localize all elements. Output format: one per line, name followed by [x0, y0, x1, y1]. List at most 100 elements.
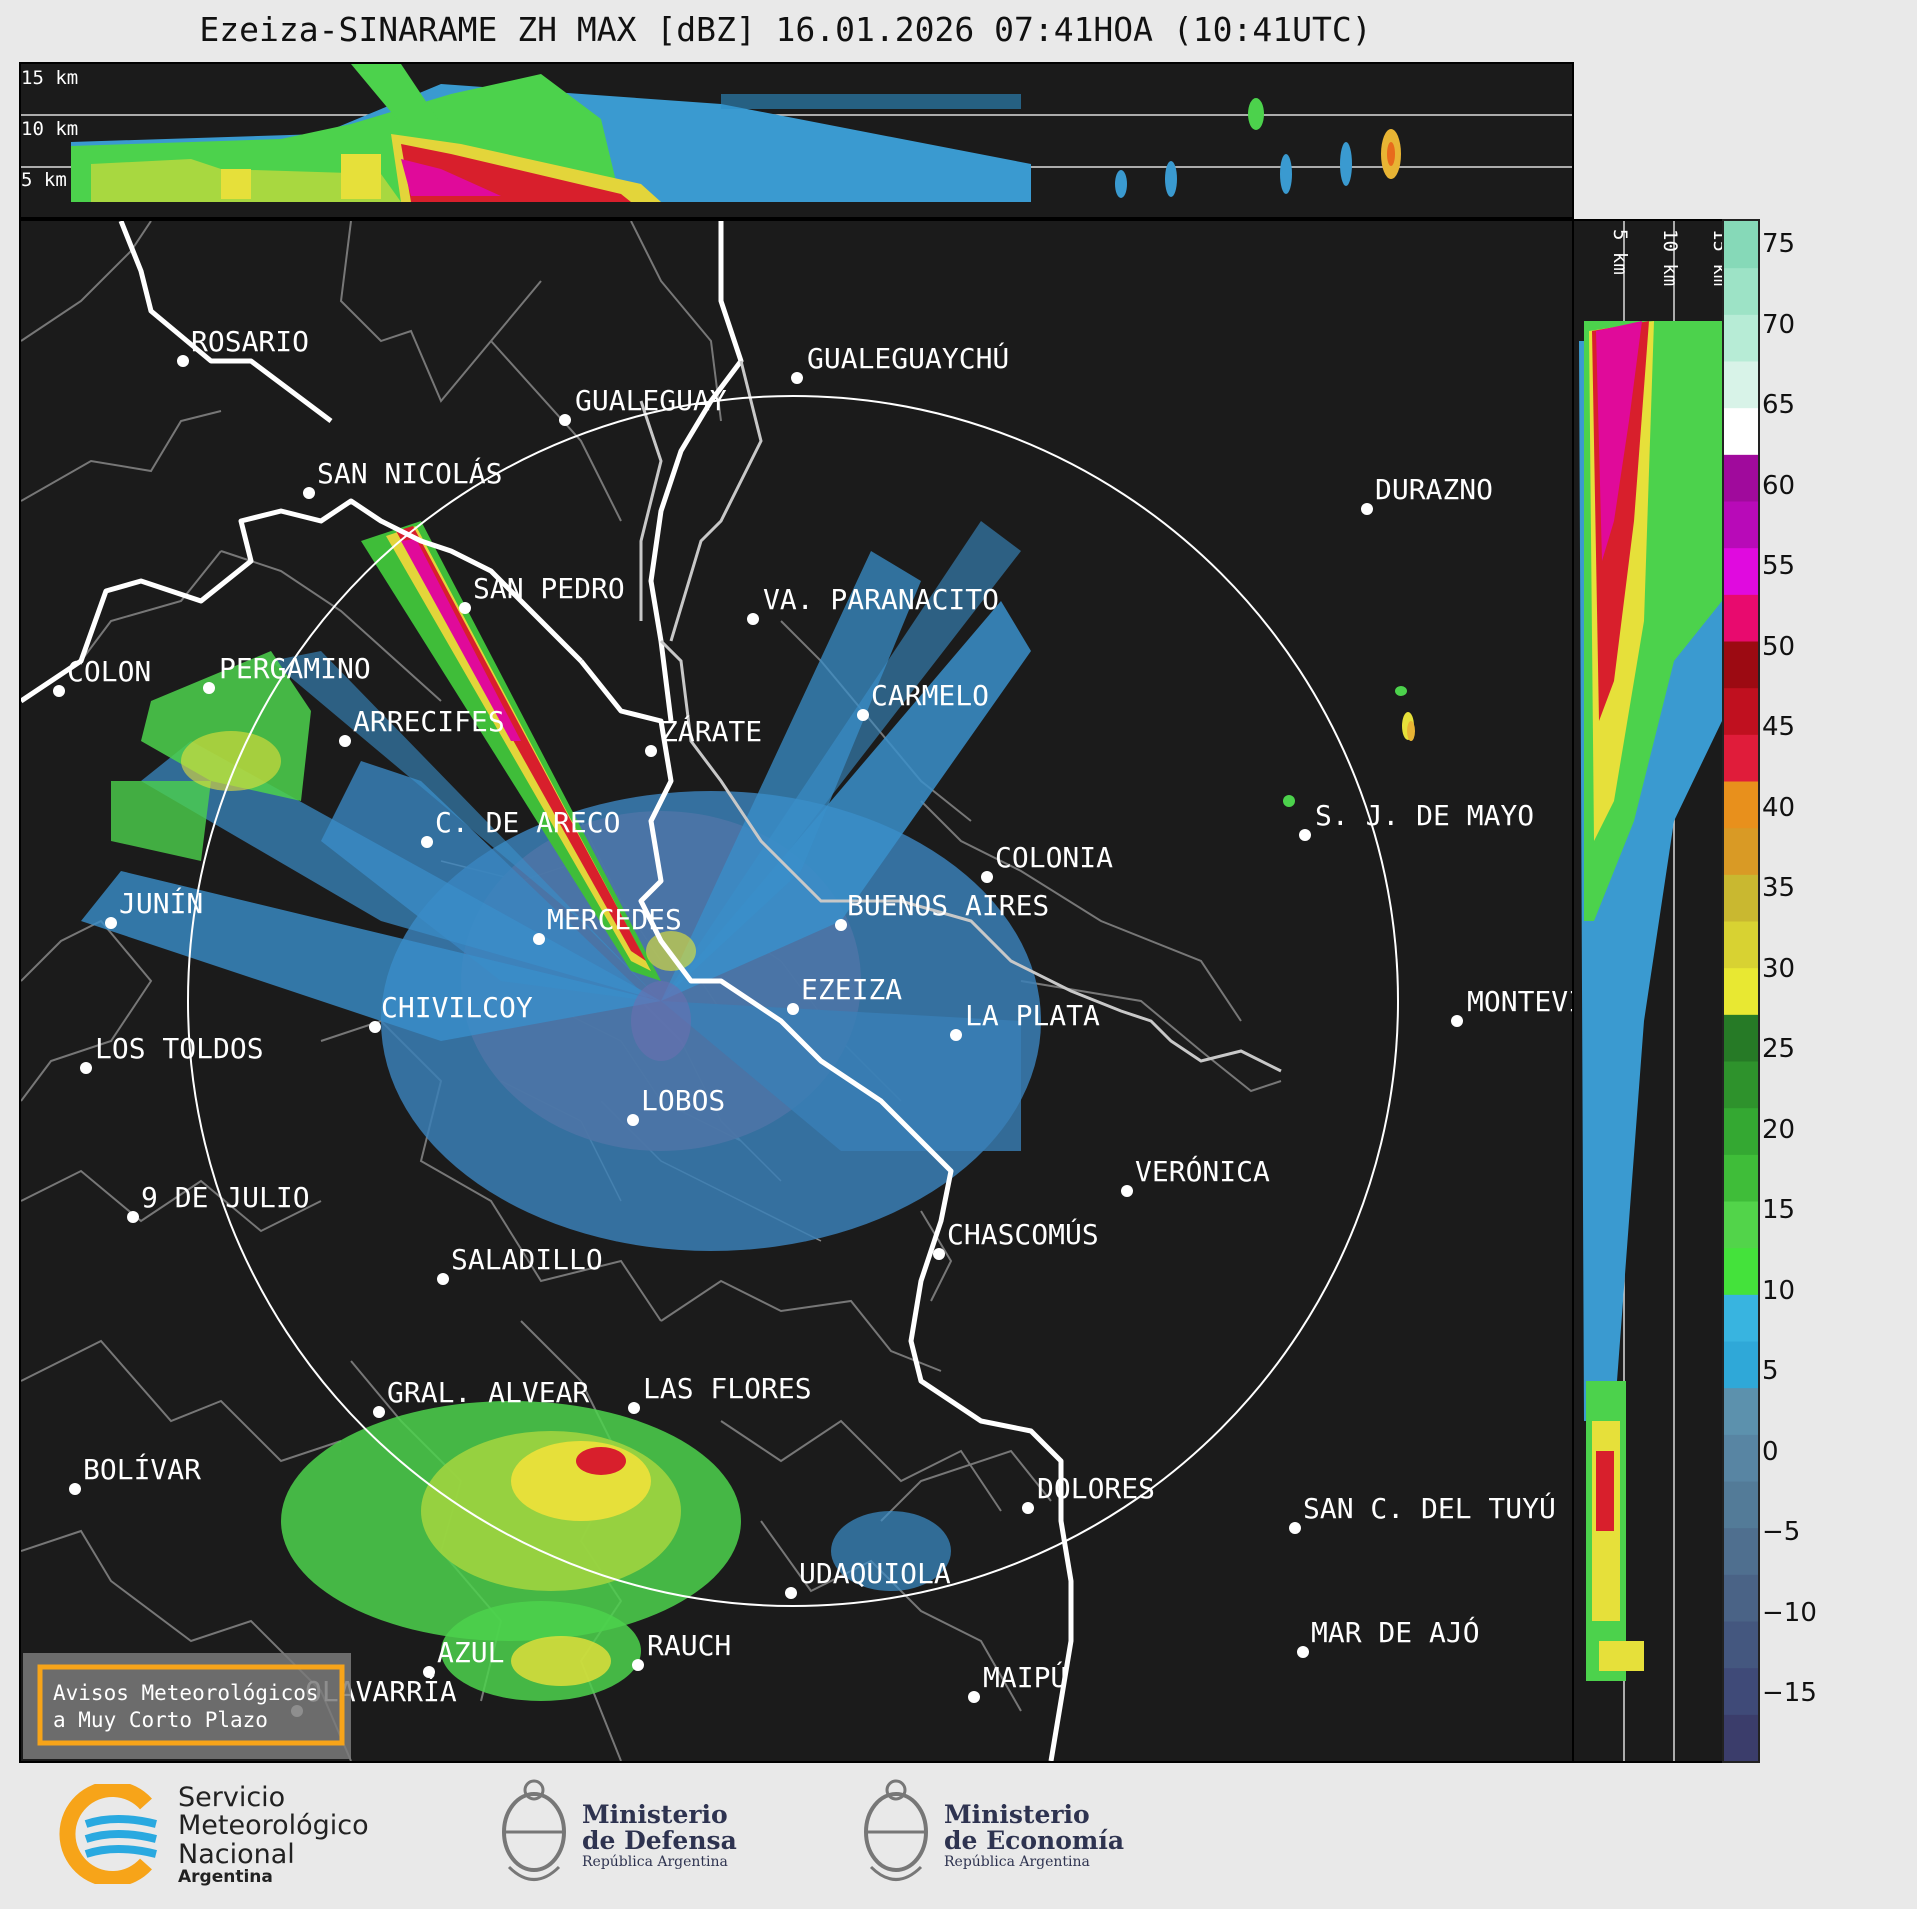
city-dot	[177, 355, 189, 367]
city-label-s-j-de-mayo: S. J. DE MAYO	[1315, 799, 1534, 832]
colorbar-tick-label: −10	[1762, 1597, 1817, 1628]
city-label-udaquiola: UDAQUIOLA	[799, 1557, 951, 1590]
city-label-rosario: ROSARIO	[191, 325, 309, 358]
colorbar-tick-label: 75	[1762, 229, 1796, 259]
footer: Servicio Meteorológico Nacional Argentin…	[0, 1762, 1917, 1909]
city-label-san-nicolas: SAN NICOLÁS	[317, 456, 502, 490]
city-dot	[105, 917, 117, 929]
top-height-label-5: 5 km	[21, 169, 67, 191]
defensa-line-3: República Argentina	[582, 1853, 728, 1870]
colorbar-tick-label: 65	[1762, 390, 1796, 420]
colorbar-segment	[1724, 314, 1758, 362]
colorbar-segment	[1724, 687, 1758, 735]
colorbar-tick-label: 55	[1762, 551, 1796, 581]
city-dot	[303, 487, 315, 499]
city-dot	[1121, 1185, 1133, 1197]
colorbar-segment	[1724, 501, 1758, 549]
city-label-gualeguaychu: GUALEGUAYCHÚ	[807, 341, 1009, 375]
colorbar-tick-label: 15	[1762, 1195, 1796, 1225]
city-dot	[1297, 1646, 1309, 1658]
city-label-carmelo: CARMELO	[871, 679, 989, 712]
colorbar-segment	[1724, 967, 1758, 1015]
city-label-maipu: MAIPÚ	[983, 1660, 1067, 1694]
city-dot	[747, 613, 759, 625]
city-label-buenos-aires: BUENOS AIRES	[847, 889, 1049, 922]
city-label-veronica: VERÓNICA	[1135, 1154, 1270, 1188]
city-dot	[533, 933, 545, 945]
colorbar-segment	[1724, 1667, 1758, 1715]
colorbar-segment	[1724, 407, 1758, 455]
city-dot	[787, 1003, 799, 1015]
city-label-azul: AZUL	[437, 1636, 504, 1669]
city-label-saladillo: SALADILLO	[451, 1243, 603, 1276]
city-dot	[1451, 1015, 1463, 1027]
side-height-label-10: 10 km	[1659, 229, 1681, 286]
colorbar-segment	[1724, 1714, 1758, 1762]
city-dot	[423, 1666, 435, 1678]
economia-line-1: Ministerio	[944, 1800, 1090, 1829]
city-label-chascomus: CHASCOMÚS	[947, 1217, 1099, 1251]
notice-line-2: a Muy Corto Plazo	[53, 1708, 268, 1732]
city-label-lobos: LOBOS	[641, 1084, 725, 1117]
city-dot	[53, 685, 65, 697]
city-label-chivilcoy: CHIVILCOY	[381, 991, 533, 1024]
city-dot	[632, 1659, 644, 1671]
city-label-montevideo: MONTEVIDEO	[1467, 985, 1572, 1018]
city-label-pergamino: PERGAMINO	[219, 652, 371, 685]
economia-seal-icon	[864, 1779, 928, 1881]
city-label-durazno: DURAZNO	[1375, 473, 1493, 506]
smn-line-4: Argentina	[178, 1867, 273, 1888]
smn-logo-icon	[59, 1784, 157, 1884]
colorbar-tick-label: 10	[1762, 1275, 1796, 1306]
defensa-line-1: Ministerio	[582, 1800, 728, 1829]
city-dot	[627, 1114, 639, 1126]
defensa-line-2: de Defensa	[582, 1826, 737, 1856]
colorbar-segment	[1724, 594, 1758, 642]
radar-echoes	[81, 521, 1415, 1701]
city-label-bolivar: BOLÍVAR	[83, 1452, 201, 1486]
colorbar-segment	[1724, 1061, 1758, 1109]
colorbar-tick-label: −15	[1762, 1678, 1817, 1708]
top-height-label-15: 15 km	[21, 67, 78, 89]
city-dot	[69, 1483, 81, 1495]
side-height-label-15: 15 km	[1709, 229, 1722, 286]
city-dot	[373, 1406, 385, 1418]
city-label-zarate: ZÁRATE	[661, 714, 762, 748]
river-lines	[639, 360, 1282, 1073]
city-label-dolores: DOLORES	[1037, 1472, 1155, 1505]
colorbar-segment	[1724, 1154, 1758, 1202]
colorbar-segment	[1724, 1341, 1758, 1389]
city-dot	[835, 919, 847, 931]
city-dot	[339, 735, 351, 747]
city-label-va-paranacito: VA. PARANACITO	[763, 583, 999, 616]
colorbar-segment	[1724, 1527, 1758, 1575]
range-ring	[187, 395, 1399, 1607]
city-dot	[968, 1691, 980, 1703]
city-dot	[1299, 829, 1311, 841]
colorbar-segment	[1724, 921, 1758, 969]
radar-map-panel: ROSARIO GUALEGUAYCHÚ GUALEGUAY SAN NICOL…	[19, 219, 1574, 1763]
city-dot	[933, 1248, 945, 1260]
defensa-text: Ministerio de Defensa República Argentin…	[582, 1800, 737, 1870]
colorbar-segment	[1724, 734, 1758, 782]
colorbar-tick-label: 70	[1762, 309, 1796, 340]
city-label-junin: JUNÍN	[119, 886, 203, 920]
smn-text: Servicio Meteorológico Nacional Argentin…	[178, 1783, 369, 1888]
colorbar-segment	[1724, 641, 1758, 689]
colorbar-segment	[1724, 1621, 1758, 1669]
colorbar-tick-label: 5	[1762, 1356, 1779, 1386]
city-label-las-flores: LAS FLORES	[643, 1372, 812, 1405]
side-cross-section-panel: 5 km 10 km 15 km	[1572, 219, 1724, 1763]
city-label-gualeguay: GUALEGUAY	[575, 384, 727, 417]
colorbar-segment	[1724, 1107, 1758, 1155]
colorbar-tick-label: 60	[1762, 470, 1796, 501]
city-dot	[1289, 1522, 1301, 1534]
notice-box[interactable]: Avisos Meteorológicos a Muy Corto Plazo	[23, 1653, 351, 1759]
colorbar-tick-label: 30	[1762, 953, 1796, 984]
colorbar-segment	[1724, 781, 1758, 829]
city-dot	[628, 1402, 640, 1414]
city-label-san-c-del-tuyu: SAN C. DEL TUYÚ	[1303, 1491, 1556, 1525]
colorbar-segment	[1724, 1247, 1758, 1295]
city-label-arrecifes: ARRECIFES	[353, 705, 505, 738]
colorbar-segment	[1724, 1387, 1758, 1435]
